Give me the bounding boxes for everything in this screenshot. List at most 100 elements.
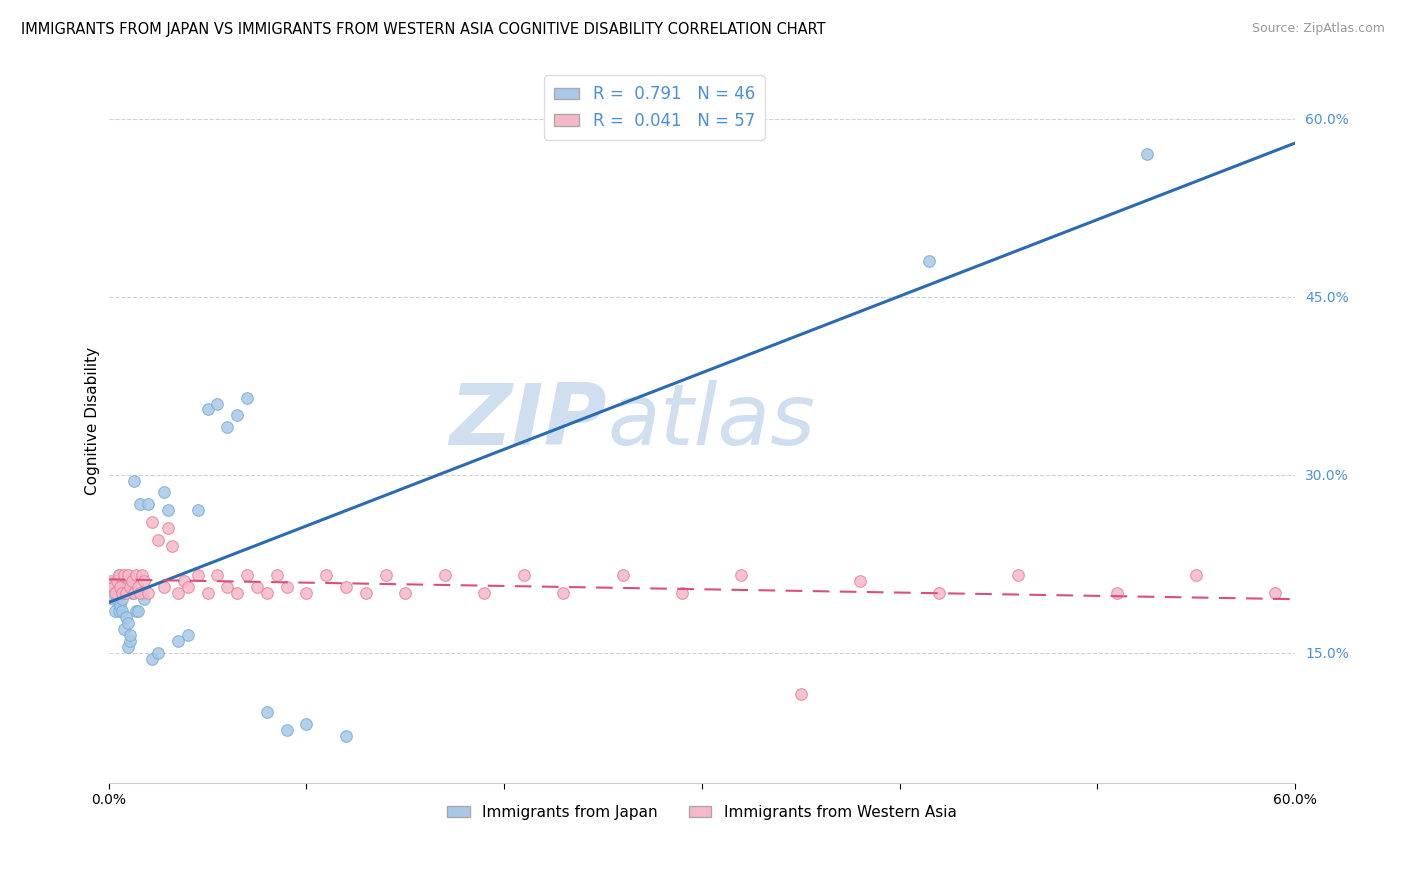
Point [110,580,132,594]
Point [236,391,259,405]
Point [114,586,136,600]
Text: IMMIGRANTS FROM JAPAN VS IMMIGRANTS FROM WESTERN ASIA COGNITIVE DISABILITY CORRE: IMMIGRANTS FROM JAPAN VS IMMIGRANTS FROM… [21,22,825,37]
Point [849,574,872,589]
Point [100,574,122,589]
Point [207,396,229,410]
Point [105,586,128,600]
Point [918,254,941,268]
Point [146,646,169,660]
Point [217,580,239,594]
Point [111,592,134,607]
Legend: Immigrants from Japan, Immigrants from Western Asia: Immigrants from Japan, Immigrants from W… [441,799,963,826]
Point [671,586,693,600]
Point [1185,568,1208,582]
Point [124,586,146,600]
Point [127,580,149,594]
Point [156,503,179,517]
Point [103,586,125,600]
Point [315,568,337,582]
Point [117,640,139,654]
Point [173,574,195,589]
Point [374,568,396,582]
Point [433,568,456,582]
Point [105,574,128,589]
Point [226,586,249,600]
Point [134,574,156,589]
Point [124,474,146,488]
Point [256,705,278,719]
Point [115,610,138,624]
Point [120,633,142,648]
Point [120,628,142,642]
Point [107,568,129,582]
Point [246,580,269,594]
Point [553,586,575,600]
Point [354,586,377,600]
Point [394,586,416,600]
Point [131,586,153,600]
Point [217,420,239,434]
Point [295,716,318,731]
Point [117,615,139,630]
Point [121,574,143,589]
Point [107,604,129,618]
Point [236,568,259,582]
Point [335,729,357,743]
Point [136,586,159,600]
Point [928,586,950,600]
Point [134,592,156,607]
Point [187,568,209,582]
Point [125,568,148,582]
Point [129,586,152,600]
Point [146,533,169,547]
Point [335,580,357,594]
Point [100,580,122,594]
Point [187,503,209,517]
Point [1007,568,1029,582]
Point [513,568,536,582]
Point [115,580,138,594]
Point [612,568,634,582]
Text: Source: ZipAtlas.com: Source: ZipAtlas.com [1251,22,1385,36]
Point [129,497,152,511]
Point [730,568,752,582]
Point [125,604,148,618]
Text: ZIP: ZIP [450,380,607,463]
Point [117,568,139,582]
Point [110,580,132,594]
Point [101,592,124,607]
Point [105,592,128,607]
Text: atlas: atlas [607,380,815,463]
Point [101,580,124,594]
Point [111,604,134,618]
Point [197,402,219,417]
Y-axis label: Cognitive Disability: Cognitive Disability [86,347,100,495]
Point [153,580,176,594]
Point [127,604,149,618]
Point [107,568,129,582]
Point [166,633,188,648]
Point [153,485,176,500]
Point [474,586,496,600]
Point [121,586,143,600]
Point [207,568,229,582]
Point [256,586,278,600]
Point [114,568,136,582]
Point [136,497,159,511]
Point [1107,586,1129,600]
Point [131,568,153,582]
Point [103,604,125,618]
Point [177,628,200,642]
Point [141,651,163,665]
Point [160,539,183,553]
Point [141,515,163,529]
Point [111,586,134,600]
Point [1264,586,1286,600]
Point [103,574,125,589]
Point [120,580,142,594]
Point [177,580,200,594]
Point [276,580,298,594]
Point [115,586,138,600]
Point [295,586,318,600]
Point [790,687,813,701]
